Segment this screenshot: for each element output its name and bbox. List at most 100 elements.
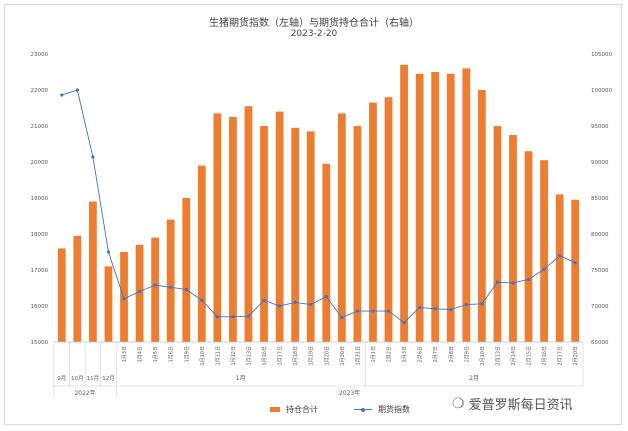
category-label-16: 1月19日 — [309, 346, 315, 366]
bar-0 — [57, 248, 66, 342]
bar-4 — [120, 252, 128, 342]
bar-5 — [135, 244, 144, 342]
bar-25 — [446, 73, 455, 343]
category-label-0: 9月 — [57, 375, 66, 382]
index-point-17 — [324, 295, 328, 299]
category-label-5: 1月4日 — [138, 346, 144, 362]
bar-20 — [369, 102, 377, 342]
category-label-7: 1月6日 — [169, 346, 175, 362]
category-label-17: 1月20日 — [324, 346, 330, 366]
left-tick-label-6: 21000 — [31, 124, 49, 130]
category-label-28: 2月13日 — [495, 346, 501, 366]
chart-frame — [4, 4, 622, 425]
left-tick-label-4: 19000 — [31, 196, 49, 202]
bar-24 — [431, 72, 440, 342]
year-label-0: 2022年 — [74, 389, 95, 397]
legend: 持仓合计 期货指数 — [270, 404, 410, 415]
category-label-14: 1月17日 — [278, 346, 284, 366]
index-point-30 — [526, 277, 531, 281]
right-tick-label-8: 105000 — [591, 52, 612, 58]
category-label-10: 1月11日 — [215, 346, 221, 366]
category-label-20: 2月1日 — [371, 346, 377, 362]
bar-7 — [166, 219, 175, 342]
bar-6 — [151, 237, 160, 342]
bar-2 — [89, 201, 97, 342]
right-tick-label-4: 85000 — [591, 196, 609, 202]
bar-23 — [415, 73, 424, 343]
bar-27 — [477, 90, 486, 342]
bar-13 — [260, 126, 268, 342]
category-label-32: 2月17日 — [558, 346, 564, 366]
bar-33 — [571, 199, 580, 342]
index-point-13 — [262, 298, 266, 302]
index-point-11 — [231, 315, 235, 319]
category-label-11: 1月12日 — [231, 346, 237, 366]
index-point-2 — [91, 155, 95, 159]
category-label-27: 2月10日 — [480, 346, 486, 366]
bar-31 — [540, 160, 548, 342]
month-label-5: 2月 — [469, 375, 479, 382]
index-point-33 — [573, 261, 577, 265]
index-point-6 — [153, 283, 157, 287]
category-label-6: 1月5日 — [153, 346, 159, 362]
watermark-text: 爱普罗斯每日资讯 — [468, 398, 573, 413]
category-label-25: 2月8日 — [449, 346, 455, 362]
bar-1 — [73, 235, 82, 342]
bar-32 — [555, 194, 564, 342]
index-point-7 — [169, 285, 173, 289]
bar-10 — [213, 113, 222, 343]
category-label-24: 2月7日 — [433, 346, 439, 362]
left-tick-label-0: 15000 — [31, 340, 49, 346]
category-label-1: 10月 — [71, 375, 84, 382]
bar-21 — [384, 97, 393, 342]
month-label-4: 1月 — [236, 375, 246, 382]
category-label-9: 1月10日 — [200, 346, 206, 366]
category-label-12: 1月13日 — [246, 346, 252, 366]
index-point-9 — [200, 298, 204, 302]
left-tick-label-8: 23000 — [31, 52, 49, 58]
right-tick-label-7: 100000 — [591, 88, 612, 94]
bar-12 — [244, 106, 253, 342]
watermark: ❍ 爱普罗斯每日资讯 — [452, 394, 573, 414]
right-tick-label-2: 75000 — [591, 268, 609, 274]
index-point-1 — [75, 88, 79, 92]
category-label-4: 1月3日 — [122, 346, 128, 362]
legend-swatch-line — [354, 407, 372, 413]
right-tick-label-6: 95000 — [591, 124, 609, 130]
chart-subtitle: 2023-2-20 — [290, 29, 338, 39]
bar-28 — [493, 126, 502, 342]
left-tick-label-2: 17000 — [31, 268, 49, 274]
right-tick-label-1: 70000 — [591, 304, 609, 310]
bar-17 — [322, 163, 331, 342]
category-label-8: 1月9日 — [184, 346, 190, 362]
year-label-1: 2023年 — [339, 389, 360, 397]
bar-14 — [275, 111, 284, 342]
index-point-19 — [355, 309, 359, 313]
category-label-19: 1月31日 — [355, 346, 361, 366]
category-label-2: 11月 — [87, 375, 100, 382]
wechat-icon: ❍ — [452, 395, 465, 412]
index-point-21 — [386, 309, 391, 313]
category-label-15: 1月18日 — [293, 346, 299, 366]
index-point-18 — [340, 315, 344, 320]
index-point-15 — [293, 300, 297, 304]
left-tick-label-5: 20000 — [31, 160, 49, 166]
index-point-24 — [433, 307, 437, 311]
left-tick-label-1: 16000 — [31, 304, 49, 310]
index-point-22 — [402, 320, 406, 325]
category-label-30: 2月15日 — [527, 346, 533, 366]
right-tick-label-0: 65000 — [591, 340, 609, 346]
index-point-12 — [246, 314, 251, 318]
index-point-5 — [137, 290, 142, 294]
bar-29 — [509, 135, 517, 342]
chart-title: 生猪期货指数（左轴）与期货持仓合计（右轴） — [209, 18, 419, 29]
bar-26 — [462, 68, 471, 343]
bar-3 — [104, 266, 113, 342]
category-label-13: 1月16日 — [262, 346, 268, 366]
left-tick-label-3: 18000 — [31, 232, 49, 238]
index-point-25 — [449, 308, 453, 312]
bar-8 — [182, 198, 191, 342]
category-label-26: 2月9日 — [464, 346, 470, 362]
category-label-18: 1月30日 — [340, 346, 346, 366]
